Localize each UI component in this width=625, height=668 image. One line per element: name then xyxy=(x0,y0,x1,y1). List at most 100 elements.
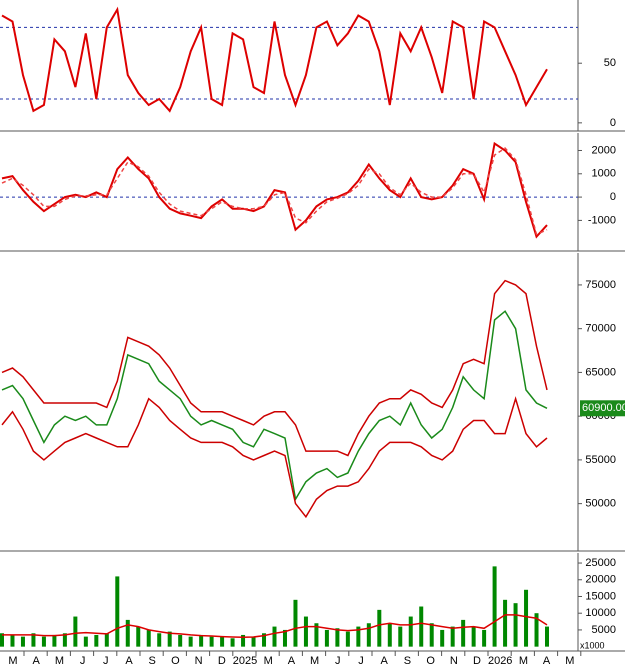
x-tick-label: A xyxy=(543,655,551,667)
y-tick-label: -1000 xyxy=(588,214,616,226)
x-tick-label: M xyxy=(519,655,528,667)
y-tick-label: 75000 xyxy=(585,279,616,291)
y-tick-label: 70000 xyxy=(585,323,616,335)
x-tick-label: 2025 xyxy=(233,655,257,667)
volume-bar xyxy=(188,636,193,647)
volume-bar xyxy=(125,619,130,647)
volume-bar xyxy=(345,631,350,647)
volume-bar xyxy=(366,623,371,647)
volume-bar xyxy=(419,606,424,647)
y-tick-label: 0 xyxy=(610,117,616,129)
y-tick-label: 50000 xyxy=(585,498,616,510)
volume-bar xyxy=(450,626,455,647)
volume-bar xyxy=(293,599,298,647)
x-tick-label: J xyxy=(103,655,109,667)
series-line xyxy=(1,147,548,236)
x-tick-label: J xyxy=(335,655,341,667)
volume-bar xyxy=(398,626,403,647)
volume-bar xyxy=(136,626,141,647)
volume-bar xyxy=(429,623,434,647)
volume-bar xyxy=(62,633,67,647)
unit-label: x1000 xyxy=(580,640,605,650)
volume-bar xyxy=(545,626,549,647)
series-line xyxy=(1,279,548,457)
y-tick-label: 15000 xyxy=(585,590,616,602)
volume-bar xyxy=(94,634,99,647)
volume-bar xyxy=(461,619,466,647)
series-line xyxy=(1,141,548,239)
series-line xyxy=(1,310,548,502)
volume-bar xyxy=(115,576,120,647)
volume-bar xyxy=(272,626,277,647)
x-tick-label: A xyxy=(125,655,133,667)
y-tick-label: 1000 xyxy=(592,168,616,180)
y-tick-label: 55000 xyxy=(585,454,616,466)
volume-bar xyxy=(251,636,256,647)
volume-bar xyxy=(199,634,204,647)
series-line xyxy=(2,614,548,639)
volume-bar xyxy=(31,633,36,647)
volume-bar xyxy=(503,599,508,647)
x-tick-label: M xyxy=(310,655,319,667)
volume-bar xyxy=(303,616,308,647)
volume-bar xyxy=(83,636,88,647)
volume-bar xyxy=(10,634,15,647)
volume-bar xyxy=(209,636,214,647)
volume-bar xyxy=(524,589,529,647)
volume-bar xyxy=(167,631,172,647)
x-tick-label: M xyxy=(264,655,273,667)
y-tick-label: 20000 xyxy=(585,574,616,586)
x-tick-label: M xyxy=(565,655,574,667)
volume-bar xyxy=(324,629,329,647)
volume-bar xyxy=(356,626,361,647)
volume-bar xyxy=(534,613,539,647)
volume-bar xyxy=(440,629,445,647)
x-tick-label: M xyxy=(8,655,17,667)
volume-bar xyxy=(314,623,319,647)
volume-bar xyxy=(408,616,413,647)
volume-bar xyxy=(157,633,162,647)
volume-bar xyxy=(377,609,382,647)
volume-bar xyxy=(282,629,287,647)
last-price-box xyxy=(580,400,625,417)
x-tick-label: N xyxy=(450,655,458,667)
y-tick-label: 50 xyxy=(604,57,616,69)
x-tick-label: M xyxy=(55,655,64,667)
x-tick-label: A xyxy=(288,655,296,667)
volume-bar xyxy=(230,638,235,647)
volume-bar xyxy=(492,566,497,647)
x-tick-label: D xyxy=(473,655,481,667)
volume-bar xyxy=(178,634,183,647)
x-tick-label: O xyxy=(426,655,435,667)
volume-bar xyxy=(241,634,246,647)
y-tick-label: 2000 xyxy=(592,144,616,156)
volume-bar xyxy=(513,603,518,647)
x-tick-label: S xyxy=(404,655,411,667)
last-price-label: 60900.00 xyxy=(582,402,625,414)
volume-bar xyxy=(262,633,267,647)
y-tick-label: 10000 xyxy=(585,607,616,619)
volume-bar xyxy=(482,629,487,647)
volume-bar xyxy=(41,636,46,647)
volume-bar xyxy=(104,633,109,647)
volume-bar xyxy=(335,628,340,647)
x-tick-label: S xyxy=(149,655,156,667)
series-line xyxy=(1,396,548,519)
volume-bar xyxy=(471,626,476,647)
x-tick-label: J xyxy=(80,655,86,667)
y-tick-label: 0 xyxy=(610,191,616,203)
x-tick-label: J xyxy=(358,655,364,667)
volume-bar xyxy=(20,636,25,647)
volume-bar xyxy=(0,633,4,647)
x-tick-label: N xyxy=(195,655,203,667)
y-tick-label: 25000 xyxy=(585,557,616,569)
x-tick-label: 2026 xyxy=(488,655,512,667)
volume-bar xyxy=(52,634,57,647)
volume-bar xyxy=(73,616,78,647)
series-line xyxy=(1,6,548,113)
volume-bar xyxy=(146,629,151,647)
y-tick-label: 65000 xyxy=(585,366,616,378)
x-tick-label: D xyxy=(218,655,226,667)
volume-bar xyxy=(387,623,392,647)
